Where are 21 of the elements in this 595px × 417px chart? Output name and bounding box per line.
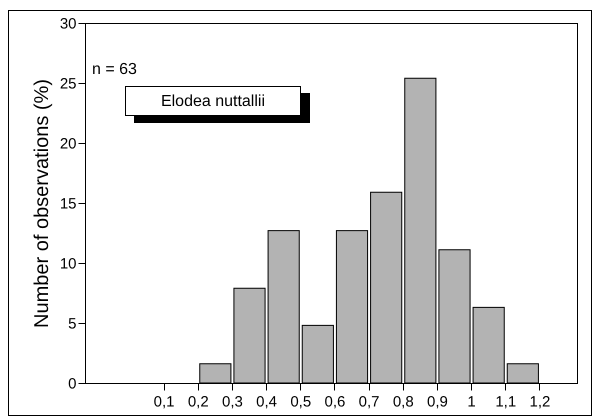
x-tick-label: 0,1 xyxy=(154,394,175,410)
x-tick-label: 0,3 xyxy=(222,394,243,410)
x-tick-label: 0,8 xyxy=(392,394,414,410)
y-tick-label: 25 xyxy=(60,76,76,92)
x-tick-label: 1,1 xyxy=(495,394,516,410)
y-tick-label: 15 xyxy=(60,196,76,212)
x-tick-label: 0,9 xyxy=(426,394,448,410)
y-tick-label: 5 xyxy=(68,316,76,332)
x-tick-label: 0,5 xyxy=(290,394,312,410)
y-tick-label: 30 xyxy=(60,16,76,32)
annotation: n = 63 xyxy=(92,61,137,79)
x-tick-label: 0,4 xyxy=(256,394,278,410)
x-tick-label: 1 xyxy=(467,394,476,410)
x-tick-label: 0,7 xyxy=(358,394,380,410)
y-tick-label: 10 xyxy=(60,256,76,272)
x-tick-label: 0,2 xyxy=(188,394,209,410)
x-tick-label: 0,6 xyxy=(324,394,346,410)
y-tick-label: 0 xyxy=(68,376,76,392)
y-axis-title: Number of observations (%) xyxy=(30,79,53,328)
x-tick-label: 1,2 xyxy=(529,394,550,410)
y-tick-label: 20 xyxy=(60,136,76,152)
